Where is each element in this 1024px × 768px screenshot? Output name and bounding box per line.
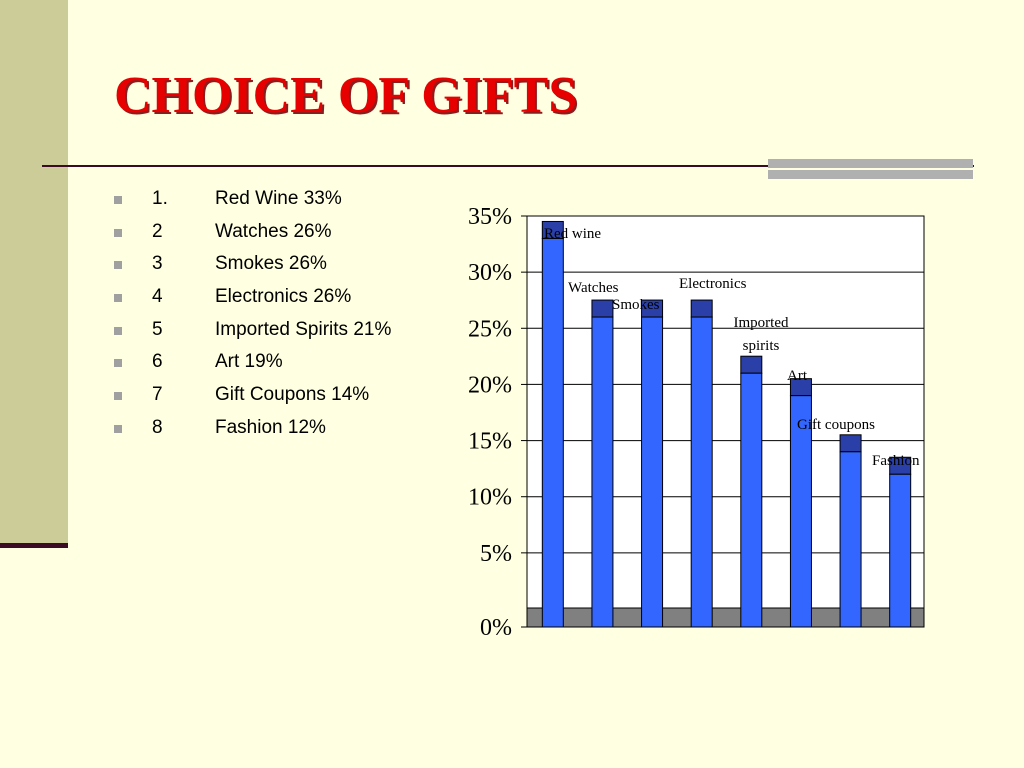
plot-area	[526, 215, 925, 609]
bullet-square-icon	[114, 359, 122, 368]
side-rule	[0, 543, 68, 548]
bar-top	[591, 299, 614, 318]
bullet-square-icon	[114, 424, 122, 433]
bar-top	[641, 299, 664, 318]
bullet-text: Fashion 12%	[215, 416, 326, 438]
bullet-square-icon	[114, 326, 122, 335]
bullet-square-icon	[114, 392, 122, 401]
y-tick-label: 25%	[468, 316, 512, 342]
bullet-square-icon	[114, 294, 122, 303]
bar	[889, 473, 912, 628]
bullet-text: Red Wine 33%	[215, 188, 342, 209]
y-tick-label: 30%	[468, 260, 512, 286]
bar	[740, 372, 763, 628]
bullet-text: Electronics 26%	[215, 286, 352, 308]
bullet-number: 8	[152, 416, 163, 438]
bullet-text: Watches 26%	[215, 220, 332, 242]
bullet-number: 6	[152, 351, 163, 373]
bar-top	[690, 299, 713, 318]
bullet-text: Smokes 26%	[215, 253, 327, 275]
slide-title: CHOICE OF GIFTS	[114, 67, 578, 124]
bullet-number: 4	[152, 286, 163, 308]
y-tick-label: 5%	[480, 541, 512, 567]
bar-label: Red wine	[544, 226, 601, 242]
y-tick-label: 0%	[480, 615, 512, 641]
bar-label: Watches	[568, 280, 619, 296]
title-divider	[42, 165, 974, 167]
bar-label: Fashion	[872, 453, 920, 469]
accent-bar-line	[768, 168, 973, 170]
bar	[789, 395, 812, 628]
bar-label: Electronics	[679, 276, 747, 292]
y-tick-label: 20%	[468, 372, 512, 398]
bar-top	[740, 355, 763, 374]
bullet-number: 5	[152, 318, 163, 340]
bullet-number: 1.	[152, 188, 168, 209]
bullet-square-icon	[114, 261, 122, 270]
bullet-text: Art 19%	[215, 351, 283, 373]
bar-label: Smokes	[612, 297, 660, 313]
bullet-text: Gift Coupons 14%	[215, 384, 370, 406]
bullet-square-icon	[114, 196, 122, 204]
bullet-number: 3	[152, 253, 163, 275]
bar-top	[541, 220, 564, 239]
bullet-square-icon	[114, 228, 122, 237]
bar	[591, 316, 614, 628]
bar-top	[839, 434, 862, 453]
chart-floor	[526, 607, 925, 628]
bar-label: Art	[787, 368, 808, 384]
bullet-number: 2	[152, 220, 163, 242]
bar-top	[789, 378, 812, 397]
bar	[541, 237, 564, 628]
bar	[690, 316, 713, 628]
bullet-text: Imported Spirits 21%	[215, 318, 392, 340]
bar-label: spirits	[743, 338, 780, 354]
bar	[641, 316, 664, 628]
bar-label: Imported	[734, 315, 789, 331]
side-panel	[0, 0, 68, 545]
bullet-number: 7	[152, 384, 163, 406]
bar-top	[889, 456, 912, 475]
bar-label: Gift coupons	[797, 417, 875, 433]
y-tick-label: 35%	[468, 204, 512, 230]
y-tick-label: 15%	[468, 429, 512, 455]
y-tick-label: 10%	[468, 485, 512, 511]
bar	[839, 451, 862, 628]
